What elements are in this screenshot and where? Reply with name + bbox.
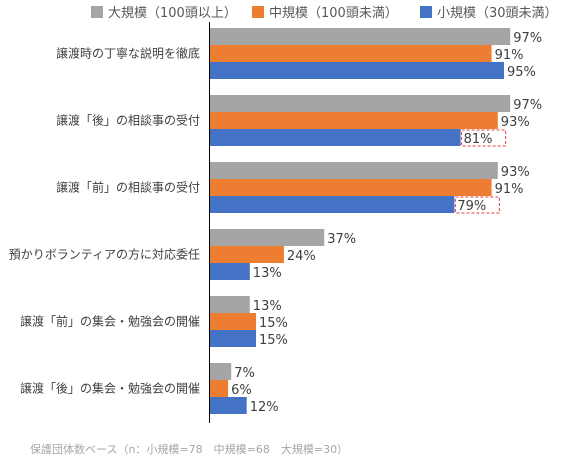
data-label-2-0: 93% (501, 165, 530, 180)
bar-1-2 (209, 129, 461, 146)
data-label-5-1: 6% (231, 383, 252, 398)
bar-2-2 (209, 196, 455, 213)
bar-4-1 (209, 313, 256, 330)
bar-0-0 (209, 28, 511, 45)
legend-swatch-2 (420, 6, 432, 18)
legend-swatch-1 (252, 6, 264, 18)
data-label-4-1: 15% (259, 316, 288, 331)
category-label-4: 譲渡「前」の集会・勉強会の開催 (20, 314, 200, 329)
bar-1-1 (209, 112, 498, 129)
data-label-1-0: 97% (513, 98, 542, 113)
highlight-box-1-2 (461, 129, 507, 147)
bar-2-0 (209, 162, 498, 179)
legend-label-2: 小規模（30頭未満） (437, 6, 558, 21)
data-label-4-0: 13% (253, 299, 282, 314)
data-label-0-1: 91% (495, 48, 524, 63)
bar-0-2 (209, 62, 504, 79)
bar-3-0 (209, 229, 325, 246)
category-label-2: 譲渡「前」の相談事の受付 (56, 180, 200, 195)
bar-3-2 (209, 263, 250, 280)
bar-3-1 (209, 246, 284, 263)
legend-label-1: 中規模（100頭未満） (269, 6, 398, 21)
bar-5-2 (209, 397, 247, 414)
data-label-3-2: 13% (253, 266, 282, 281)
bar-1-0 (209, 95, 511, 112)
category-label-1: 譲渡「後」の相談事の受付 (56, 113, 200, 128)
data-label-5-0: 7% (234, 366, 255, 381)
data-label-3-1: 24% (287, 249, 316, 264)
legend-swatch-0 (91, 6, 103, 18)
highlight-box-2-2 (454, 196, 500, 214)
data-label-2-1: 91% (495, 182, 524, 197)
data-label-3-0: 37% (327, 232, 356, 247)
data-label-2-2: 79% (457, 199, 486, 214)
data-label-1-1: 93% (501, 115, 530, 130)
bar-4-0 (209, 296, 250, 313)
category-label-5: 譲渡「後」の集会・勉強会の開催 (20, 381, 200, 396)
data-label-1-2: 81% (464, 132, 493, 147)
bar-0-1 (209, 45, 492, 62)
data-label-5-2: 12% (250, 400, 279, 415)
bar-5-0 (209, 363, 232, 380)
category-label-0: 譲渡時の丁寧な説明を徹底 (56, 46, 200, 61)
bar-4-2 (209, 330, 256, 347)
data-label-0-2: 95% (507, 65, 536, 80)
bar-5-1 (209, 380, 229, 397)
data-label-0-0: 97% (513, 31, 542, 46)
bar-2-1 (209, 179, 492, 196)
data-label-4-2: 15% (259, 333, 288, 348)
footnote: 保護団体数ベース（n：小規模=78 中規模=68 大規模=30） (30, 443, 349, 456)
category-label-3: 預かりボランティアの方に対応委任 (9, 247, 200, 262)
legend-label-0: 大規模（100頭以上） (108, 6, 237, 21)
